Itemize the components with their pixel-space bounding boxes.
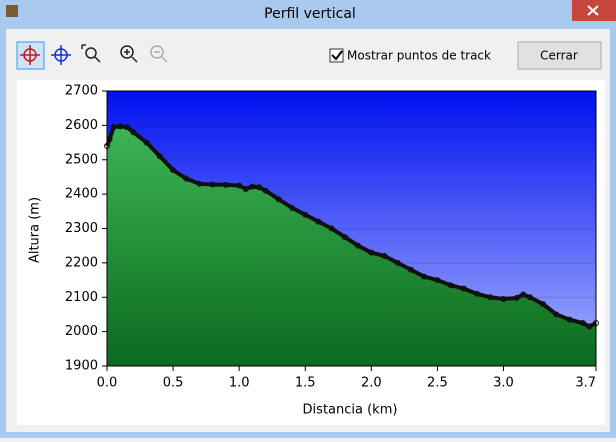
x-tick-label: 2.5 [427,376,448,391]
x-axis-title: Distancia (km) [303,403,398,418]
track-point [130,129,137,136]
track-point [117,123,124,130]
close-dialog-button[interactable] [517,41,602,70]
track-point [381,253,388,259]
y-tick-label: 2100 [65,290,98,305]
y-axis-title: Altura (m) [28,197,43,263]
track-point [302,211,309,218]
track-point [421,273,428,280]
track-point [315,218,322,225]
track-point [341,234,348,241]
track-point [566,316,573,323]
x-tick-label: 3.0 [493,376,514,391]
track-point [156,153,163,160]
track-point [394,259,401,266]
close-icon [587,5,599,16]
zoom-out-icon[interactable] [150,45,168,63]
track-point [183,175,190,182]
y-tick-label: 2000 [65,324,98,339]
track-point [513,294,520,301]
track-point [500,295,507,302]
zoom-box-icon[interactable] [81,44,101,63]
track-point [196,180,203,187]
x-tick-label: 1.0 [229,376,250,391]
button-label[interactable]: Cerrar [540,49,578,63]
y-tick-label: 2700 [65,84,98,99]
track-point [540,301,547,308]
track-point [110,124,117,131]
x-tick-label: 3.7 [575,376,596,391]
app-icon [6,5,18,17]
track-point [407,266,414,273]
checkmark [331,50,343,61]
track-point [434,277,441,284]
x-tick-label: 2.0 [361,376,382,391]
x-tick-label: 0.0 [97,376,118,391]
track-point [355,242,362,249]
y-tick-label: 2500 [65,152,98,167]
zoom-in-icon[interactable] [120,45,138,63]
y-tick-label: 2200 [65,255,98,270]
track-point [328,225,335,232]
crosshair-blue-icon[interactable] [51,45,71,65]
track-point [526,294,533,301]
track-point [553,311,560,318]
track-point [249,183,256,190]
y-tick-label: 2600 [65,118,98,133]
x-tick-label: 1.5 [295,376,316,391]
track-point [289,204,296,211]
track-point [520,291,527,298]
track-point [368,249,375,256]
track-point [487,294,494,301]
track-point [579,320,586,327]
track-point [222,181,229,188]
y-tick-label: 2300 [65,221,98,236]
track-point [275,196,282,203]
window-title: Perfil vertical [264,6,356,22]
track-point [209,181,216,188]
y-tick-label: 1900 [65,359,98,374]
track-point [262,187,269,194]
track-point [255,184,262,191]
x-tick-label: 0.5 [163,376,184,391]
track-point [460,285,467,292]
track-point [242,185,249,192]
track-point [236,182,243,189]
checkbox[interactable] [329,48,344,63]
crosshair-icon [20,45,40,65]
checkbox-label[interactable]: Mostrar puntos de track [347,49,491,63]
track-point [123,124,130,131]
plot-border [106,90,597,367]
y-tick-label: 2400 [65,187,98,202]
track-point [586,323,593,330]
track-point [170,167,177,174]
track-point [474,290,481,297]
track-point [447,282,454,289]
track-point [143,139,150,146]
